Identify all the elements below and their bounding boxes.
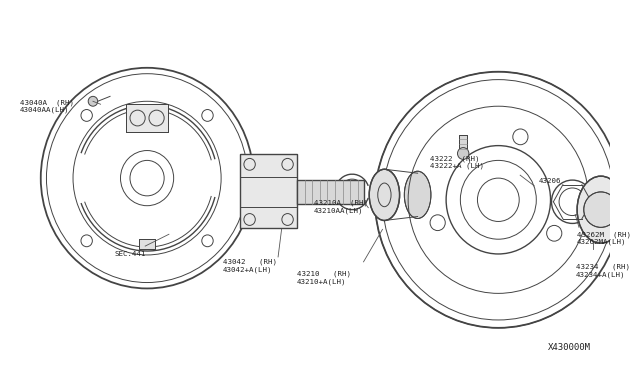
- Text: SEC.441: SEC.441: [115, 251, 147, 257]
- Text: 43042   (RH)
43042+A(LH): 43042 (RH) 43042+A(LH): [223, 259, 277, 273]
- Text: 43210   (RH)
43210+A(LH): 43210 (RH) 43210+A(LH): [297, 271, 351, 285]
- Text: 43210A  (RH)
43210AA(LH): 43210A (RH) 43210AA(LH): [314, 200, 368, 214]
- Bar: [297, 180, 364, 204]
- Ellipse shape: [577, 176, 625, 243]
- Text: 43234   (RH)
43234+A(LH): 43234 (RH) 43234+A(LH): [576, 264, 630, 278]
- Bar: [126, 104, 168, 132]
- Circle shape: [584, 192, 618, 227]
- Bar: [240, 154, 297, 228]
- Ellipse shape: [404, 171, 431, 218]
- Bar: [240, 154, 297, 228]
- Bar: [140, 239, 155, 249]
- Bar: [126, 104, 168, 132]
- Bar: [460, 135, 467, 153]
- Text: X430000M: X430000M: [548, 343, 591, 353]
- Bar: [297, 180, 364, 204]
- Bar: [460, 135, 467, 153]
- Text: 43206: 43206: [539, 178, 562, 184]
- Circle shape: [458, 148, 469, 160]
- Bar: [140, 239, 155, 249]
- Text: 43262M  (RH)
43262MA(LH): 43262M (RH) 43262MA(LH): [577, 231, 631, 245]
- Text: 43222  (RH)
43222+A (LH): 43222 (RH) 43222+A (LH): [430, 155, 484, 170]
- Text: 43040A  (RH)
43040AA(LH): 43040A (RH) 43040AA(LH): [20, 99, 74, 113]
- Circle shape: [88, 96, 98, 106]
- Ellipse shape: [369, 169, 399, 221]
